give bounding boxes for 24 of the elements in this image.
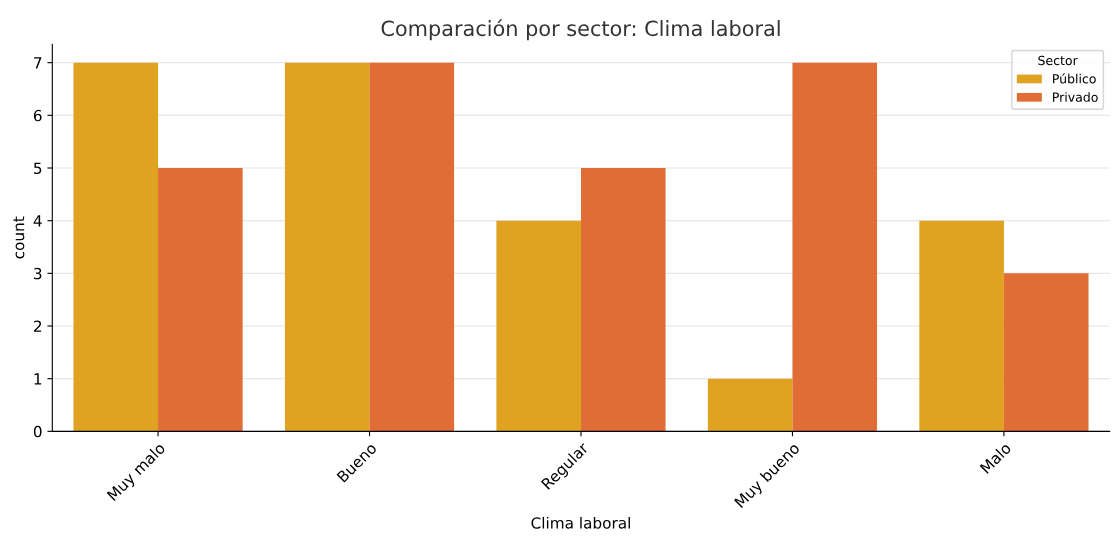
y-tick-label: 2 — [33, 320, 42, 332]
y-tick-label: 5 — [34, 162, 42, 175]
bar — [1003, 273, 1089, 432]
bar — [919, 220, 1004, 432]
y-tick-label: 1 — [34, 373, 42, 385]
bar — [707, 378, 793, 432]
y-tick-label: 7 — [34, 57, 42, 69]
y-tick-label: 6 — [33, 109, 42, 122]
bar — [496, 220, 581, 432]
bar — [792, 62, 878, 432]
legend-label: Privado — [1053, 92, 1098, 102]
y-tick-label: 4 — [33, 215, 42, 227]
bar — [284, 62, 370, 432]
y-axis-title: count — [13, 216, 25, 259]
bar — [369, 62, 455, 432]
bar — [73, 62, 159, 432]
bar — [158, 168, 243, 432]
legend-title: Sector — [1038, 55, 1078, 66]
y-tick-label: 0 — [33, 425, 42, 438]
legend-label: Público — [1053, 73, 1096, 84]
y-tick-label: 3 — [34, 267, 42, 280]
x-axis-title: Clima laboral — [531, 516, 630, 529]
bar — [580, 168, 666, 432]
chart-title: Comparación por sector: Clima laboral — [381, 19, 780, 41]
